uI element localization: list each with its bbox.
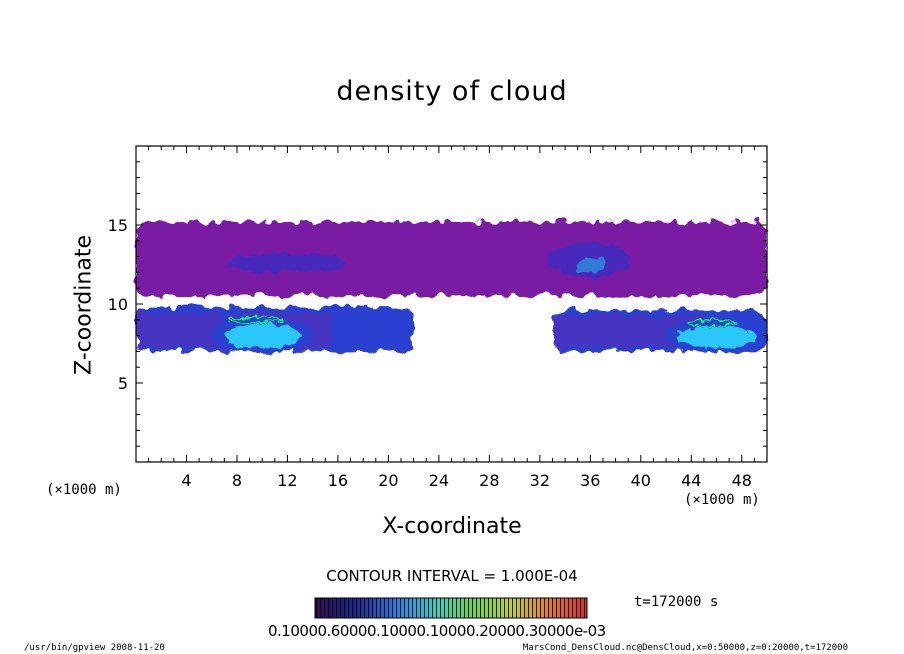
colorbar-labels: 0.10000.60000.10000.10000.20000.30000e-0… xyxy=(268,622,606,640)
footer-right: MarsCond_DensCloud.nc@DensCloud,x=0:5000… xyxy=(522,643,848,653)
x-tick-label: 4 xyxy=(181,471,191,490)
x-tick-label: 20 xyxy=(378,471,398,490)
x-unit-left: (×1000 m) xyxy=(46,482,122,498)
x-unit-right: (×1000 m) xyxy=(684,492,760,508)
x-tick-label: 44 xyxy=(681,471,701,490)
colorbar-frame xyxy=(314,597,588,619)
x-tick-label: 12 xyxy=(277,471,297,490)
y-tick-label: 15 xyxy=(108,216,128,235)
density-field xyxy=(136,221,768,353)
contour-interval: CONTOUR INTERVAL = 1.000E-04 xyxy=(326,567,578,585)
time-label: t=172000 s xyxy=(634,594,719,610)
x-tick-label: 48 xyxy=(732,471,752,490)
plot-frame xyxy=(135,145,768,463)
x-tick-label: 32 xyxy=(530,471,550,490)
x-tick-label: 8 xyxy=(232,471,242,490)
y-tick-label: 5 xyxy=(118,374,128,393)
colorbar-stripes xyxy=(315,598,587,618)
chart-title: density of cloud xyxy=(336,76,568,107)
footer-left: /usr/bin/gpview 2008-11-20 xyxy=(24,643,165,653)
x-tick-label: 16 xyxy=(328,471,348,490)
x-tick-label: 36 xyxy=(580,471,600,490)
density-region xyxy=(136,221,767,297)
x-tick-label: 40 xyxy=(631,471,651,490)
x-axis-label: X-coordinate xyxy=(382,514,522,539)
density-region xyxy=(666,319,768,353)
y-axis-label: Z-coordinate xyxy=(71,235,97,375)
axis-ticks xyxy=(136,146,767,462)
density-region xyxy=(211,315,313,353)
x-tick-label: 28 xyxy=(479,471,499,490)
y-tick-label: 10 xyxy=(108,295,128,314)
colorbar xyxy=(314,597,588,619)
x-tick-label: 24 xyxy=(429,471,449,490)
